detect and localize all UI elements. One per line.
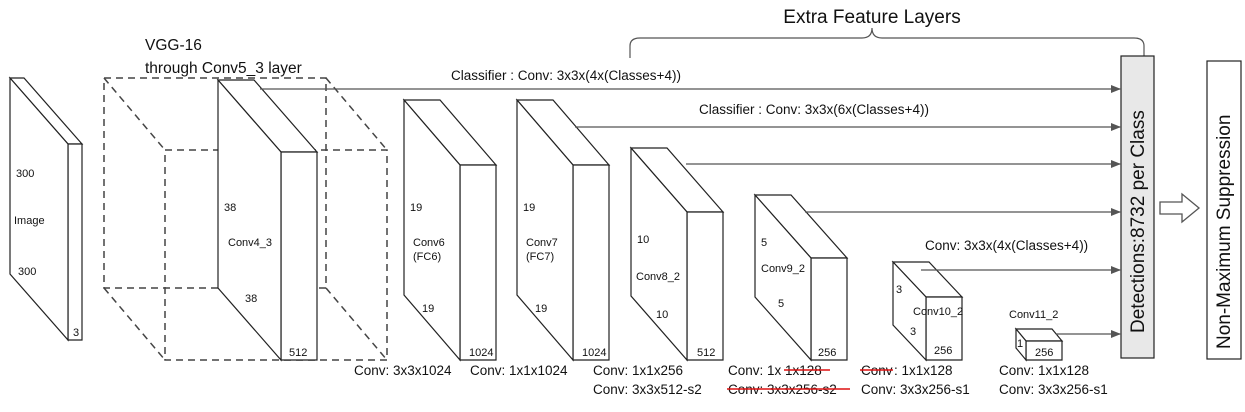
conv10-2-name: Conv10_2	[913, 306, 963, 318]
vgg-title-line2: through Conv5_3 layer	[145, 60, 302, 77]
conv7-w-label: 19	[535, 303, 547, 315]
classifier-label-1: Classifier : Conv: 3x3x(4x(Classes+4))	[451, 68, 681, 83]
vgg-dashed-cube	[103, 77, 388, 361]
conv9-2-name: Conv9_2	[761, 263, 805, 275]
conv6-name: Conv6	[413, 237, 445, 249]
conv8-2-h-label: 10	[637, 234, 649, 246]
conv10-2-h-label: 3	[896, 284, 902, 296]
conv4-3-w-label: 38	[245, 293, 257, 305]
connector-arrows	[260, 85, 1121, 338]
conv7-h-label: 19	[523, 202, 535, 214]
conv10-2-block: 3 Conv10_2 3 256	[891, 260, 964, 362]
nms-label: Non-Maximum Suppression	[1214, 115, 1235, 349]
input-image-block: 300 Image 300 3	[8, 76, 84, 342]
conv10-2-d-label: 256	[934, 345, 952, 357]
conv9-2-h-label: 5	[761, 237, 767, 249]
conv10-op-label-1-rest: : 1x1x128	[894, 363, 953, 378]
input-width-label: 300	[18, 266, 36, 278]
input-height-label: 300	[16, 168, 34, 180]
hollow-right-arrow	[1159, 192, 1201, 224]
detections-panel: Detections:8732 per Class	[1120, 55, 1155, 359]
conv7-name: Conv7	[526, 237, 558, 249]
conv4-3-block: 38 Conv4_3 38 512	[216, 78, 319, 362]
classifier-label-2: Classifier : Conv: 3x3x(6x(Classes+4))	[699, 102, 929, 117]
conv7-block: 19 Conv7 (FC7) 19 1024	[515, 98, 611, 362]
classifier-label-3: Conv: 3x3x(4x(Classes+4))	[925, 238, 1088, 253]
conv7-op-label: Conv: 1x1x1024	[470, 363, 568, 378]
conv4-3-h-label: 38	[224, 202, 236, 214]
conv9-2-block: 5 Conv9_2 5 256	[753, 193, 849, 362]
conv11-2-d-label: 256	[1035, 347, 1053, 359]
conv9-2-w-label: 5	[778, 298, 784, 310]
extra-feature-layers-title: Extra Feature Layers	[783, 7, 960, 28]
conv9-op-label-1-prefix: Conv: 1x	[728, 363, 782, 378]
conv6-block: 19 Conv6 (FC6) 19 1024	[402, 98, 498, 362]
detections-label: Detections:8732 per Class	[1128, 110, 1149, 333]
conv6-d-label: 1024	[469, 347, 493, 359]
conv4-3-name: Conv4_3	[228, 237, 272, 249]
input-depth-label: 3	[73, 327, 79, 339]
conv6-h-label: 19	[410, 202, 422, 214]
conv9-2-d-label: 256	[818, 347, 836, 359]
conv8-op-label-2: Conv: 3x3x512-s2	[593, 382, 702, 397]
input-label: Image	[14, 215, 45, 227]
conv8-2-d-label: 512	[697, 347, 715, 359]
conv6-w-label: 19	[422, 303, 434, 315]
conv8-2-name: Conv8_2	[636, 271, 680, 283]
conv10-2-w-label: 3	[910, 326, 916, 338]
conv11-2-name: Conv11_2	[1009, 309, 1058, 321]
conv11-op-label-1: Conv: 1x1x128	[999, 363, 1089, 378]
conv8-2-w-label: 10	[656, 309, 668, 321]
conv7-d-label: 1024	[582, 347, 606, 359]
conv4-3-d-label: 512	[289, 347, 307, 359]
bottom-op-labels: Conv: 3x3x1024 Conv: 1x1x1024 Conv: 1x1x…	[354, 363, 1108, 397]
conv6-sub: (FC6)	[413, 251, 441, 263]
conv10-op-label-2: Conv: 3x3x256-s1	[861, 382, 970, 397]
conv7-sub: (FC7)	[526, 251, 554, 263]
conv11-2-h-label: 1	[1017, 338, 1023, 350]
extra-feature-layers-brace	[629, 27, 1145, 58]
conv11-2-block: Conv11_2 1 256	[1009, 309, 1064, 362]
conv8-op-label-1: Conv: 1x1x256	[593, 363, 683, 378]
vgg-title-line1: VGG-16	[145, 37, 202, 54]
conv6-op-label: Conv: 3x3x1024	[354, 363, 452, 378]
nms-panel: Non-Maximum Suppression	[1206, 60, 1242, 360]
conv8-2-block: 10 Conv8_2 10 512	[629, 146, 725, 362]
conv11-op-label-2: Conv: 3x3x256-s1	[999, 382, 1108, 397]
